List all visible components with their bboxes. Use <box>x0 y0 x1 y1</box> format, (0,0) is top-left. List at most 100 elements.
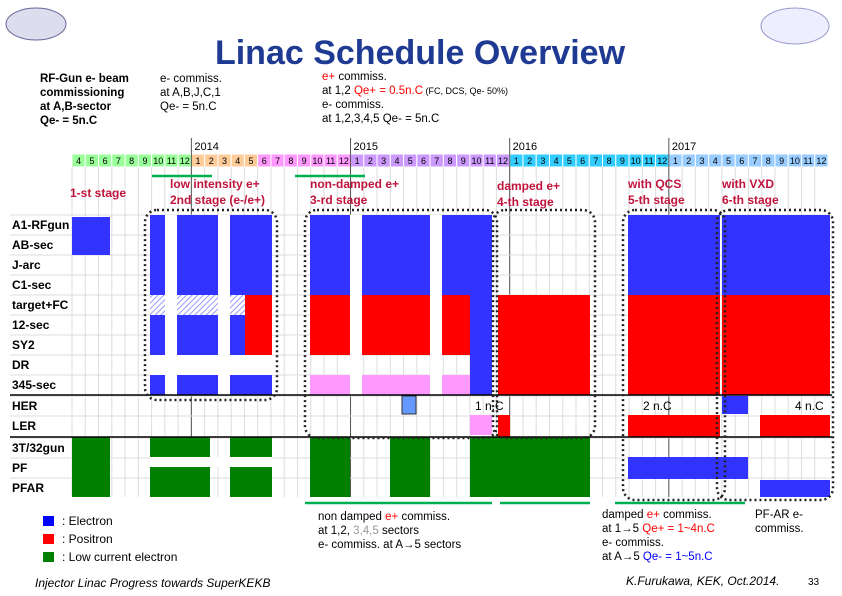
month-label: 9 <box>142 156 147 166</box>
month-label: 7 <box>753 156 758 166</box>
stage-label: with VXD <box>721 177 774 191</box>
month-label: 7 <box>116 156 121 166</box>
stage-label: 4-th stage <box>497 195 554 209</box>
note-line: PF-AR e- <box>755 508 804 522</box>
row-label: HER <box>12 399 38 413</box>
month-label: 12 <box>498 156 508 166</box>
month-label: 2 <box>686 156 691 166</box>
note-line: at A,B,J,C,1 <box>160 86 222 100</box>
stage-label: with QCS <box>627 177 681 191</box>
note-text: at A,B,J,C,1 <box>160 87 221 99</box>
note: non damped e+ commiss. at 1,2, 3,4,5 sect… <box>318 510 461 552</box>
month-label: 12 <box>180 156 190 166</box>
note-text: e+ <box>385 511 399 523</box>
note-text: at A→5 <box>602 551 643 563</box>
note-line: at 1,2, 3,4,5 sectors <box>318 524 461 538</box>
month-label: 11 <box>326 156 335 166</box>
note-text: at 1,2, <box>318 525 354 537</box>
month-label: 7 <box>434 156 439 166</box>
month-label: 6 <box>262 156 267 166</box>
month-label: 5 <box>89 156 94 166</box>
note-text: commiss. <box>335 71 387 83</box>
charge-label: 1 n.C <box>475 399 504 413</box>
note-text: (FC, DCS, Qe- 50%) <box>423 86 509 96</box>
note-text: e- commiss. <box>160 73 222 85</box>
month-label: 12 <box>339 156 349 166</box>
note-text: Qe- = 1~5n.C <box>642 551 713 563</box>
row-label: 12-sec <box>12 318 50 332</box>
note-line: at A,B-sector <box>40 100 129 114</box>
note-text: non damped <box>318 511 386 523</box>
note-text: PF-AR e- <box>755 509 803 521</box>
row-label: A1-RFgun <box>12 218 69 232</box>
month-label: 3 <box>540 156 545 166</box>
month-label: 9 <box>302 156 307 166</box>
month-label: 4 <box>394 156 399 166</box>
month-label: 3 <box>222 156 227 166</box>
month-label: 1 <box>355 156 360 166</box>
year-label: 2016 <box>513 141 537 153</box>
month-label: 8 <box>766 156 771 166</box>
note-text: at A,B-sector <box>40 101 112 113</box>
month-label: 11 <box>644 156 653 166</box>
month-label: 10 <box>312 156 322 166</box>
month-label: 9 <box>461 156 466 166</box>
logo-left <box>5 7 67 41</box>
note-line: at 1,2 Qe+ = 0.5n.C (FC, DCS, Qe- 50%) <box>322 84 508 98</box>
note-text: Qe- = 5n.C <box>160 101 217 113</box>
stage-label: 3-rd stage <box>310 193 368 207</box>
month-label: 1 <box>514 156 519 166</box>
month-label: 6 <box>103 156 108 166</box>
month-label: 6 <box>739 156 744 166</box>
note-line: Qe- = 5n.C <box>40 114 129 128</box>
month-label: 3 <box>381 156 386 166</box>
month-label: 10 <box>790 156 800 166</box>
month-label: 2 <box>368 156 373 166</box>
month-label: 6 <box>580 156 585 166</box>
row-label: 3T/32gun <box>12 441 65 455</box>
stage-label: low intensity e+ <box>170 177 260 191</box>
month-label: 3 <box>699 156 704 166</box>
month-label: 1 <box>673 156 678 166</box>
month-label: 8 <box>288 156 293 166</box>
note-line: e- commiss. at A→5 sectors <box>318 538 461 552</box>
stage-label: 5-th stage <box>628 193 685 207</box>
note: PF-AR e-commiss. <box>755 508 804 536</box>
month-label: 2 <box>209 156 214 166</box>
note-text: at 1,2 <box>322 85 354 97</box>
row-label: PF <box>12 461 27 475</box>
footer-left: Injector Linac Progress towards SuperKEK… <box>35 576 270 590</box>
note-line: commissioning <box>40 86 129 100</box>
month-label: 4 <box>235 156 240 166</box>
note-text: damped <box>602 509 647 521</box>
note-text: e+ <box>322 71 336 83</box>
note-text: e+ <box>646 509 660 521</box>
note-text: commissioning <box>40 87 125 99</box>
blocks <box>72 215 830 497</box>
legend-label: : Positron <box>62 532 113 546</box>
arrows <box>152 174 745 505</box>
row-label: DR <box>12 358 30 372</box>
note-text: Qe- = 5n.C <box>40 115 98 127</box>
month-label: 9 <box>779 156 784 166</box>
note: e- commiss. at A,B,J,C,1 Qe- = 5n.C <box>160 72 222 114</box>
month-label: 11 <box>485 156 494 166</box>
note-line: non damped e+ commiss. <box>318 510 461 524</box>
title: Linac Schedule Overview <box>215 34 626 72</box>
month-label: 11 <box>167 156 176 166</box>
month-label: 8 <box>447 156 452 166</box>
note: RF-Gun e- beam commissioning at A,B-sector… <box>40 72 129 128</box>
note-text: e- commiss. at A→5 sectors <box>318 539 462 551</box>
note-line: e+ commiss. <box>322 70 508 84</box>
month-label: 12 <box>657 156 667 166</box>
year-label: 2015 <box>354 141 378 153</box>
page-number: 33 <box>808 577 820 588</box>
stage-label: damped e+ <box>497 179 560 193</box>
note-text: commiss. <box>755 523 804 535</box>
charge-label: 2 n.C <box>643 399 672 413</box>
note-text: at 1→5 <box>602 523 643 535</box>
note: damped e+ commiss. at 1→5 Qe+ = 1~4n.C e- … <box>602 508 715 564</box>
note-line: at 1→5 Qe+ = 1~4n.C <box>602 522 715 536</box>
charge-label: 4 n.C <box>795 399 824 413</box>
